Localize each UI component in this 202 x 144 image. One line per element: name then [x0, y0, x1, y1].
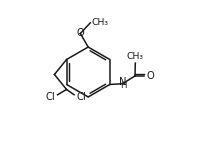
Text: O: O: [76, 29, 84, 38]
Text: N: N: [119, 77, 127, 87]
Text: Cl: Cl: [76, 92, 86, 102]
Text: CH₃: CH₃: [127, 52, 144, 61]
Text: Cl: Cl: [46, 92, 55, 102]
Text: O: O: [146, 71, 154, 81]
Text: CH₃: CH₃: [91, 18, 108, 27]
Text: H: H: [120, 81, 126, 90]
